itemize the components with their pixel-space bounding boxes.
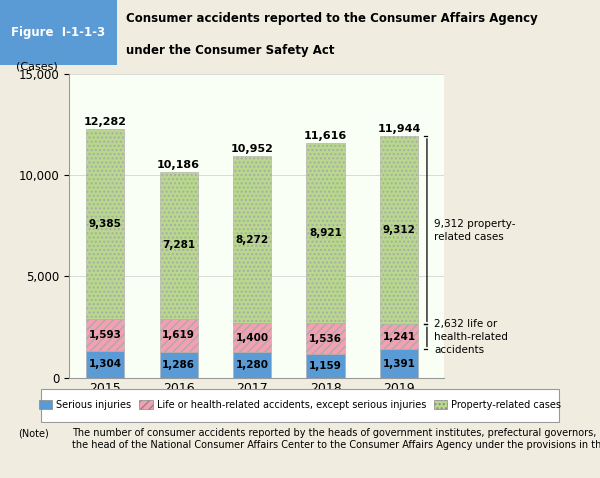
Text: Figure  I-1-1-3: Figure I-1-1-3 bbox=[11, 26, 105, 39]
Bar bbox=[307, 142, 344, 323]
Bar bbox=[160, 352, 198, 378]
Bar bbox=[86, 129, 124, 319]
Text: 11,944: 11,944 bbox=[377, 124, 421, 134]
Text: 10,952: 10,952 bbox=[230, 144, 274, 154]
Bar bbox=[233, 156, 271, 324]
Text: 7,281: 7,281 bbox=[162, 240, 195, 250]
Bar bbox=[0, 0, 117, 65]
Text: 8,272: 8,272 bbox=[236, 235, 269, 245]
Text: The number of consumer accidents reported by the heads of government institutes,: The number of consumer accidents reporte… bbox=[73, 428, 600, 450]
Text: 1,241: 1,241 bbox=[382, 332, 416, 342]
Legend: Serious injuries, Life or health-related accidents, except serious injuries, Pro: Serious injuries, Life or health-related… bbox=[37, 398, 563, 412]
Text: (Note): (Note) bbox=[18, 428, 49, 438]
Bar bbox=[160, 319, 198, 352]
Bar bbox=[380, 325, 418, 349]
Bar bbox=[307, 354, 344, 378]
Bar bbox=[86, 319, 124, 351]
Text: 11,616: 11,616 bbox=[304, 131, 347, 141]
Text: 1,159: 1,159 bbox=[309, 361, 342, 371]
Text: Consumer accidents reported to the Consumer Affairs Agency: Consumer accidents reported to the Consu… bbox=[126, 11, 538, 24]
Text: 1,400: 1,400 bbox=[236, 333, 269, 343]
Bar bbox=[160, 172, 198, 319]
Bar bbox=[307, 323, 344, 354]
Text: 1,536: 1,536 bbox=[309, 334, 342, 344]
Text: 9,312 property-
related cases: 9,312 property- related cases bbox=[434, 218, 516, 242]
Bar bbox=[380, 136, 418, 325]
Text: 8,921: 8,921 bbox=[309, 228, 342, 238]
Bar bbox=[380, 349, 418, 378]
Text: 1,619: 1,619 bbox=[162, 330, 195, 340]
Text: 12,282: 12,282 bbox=[83, 118, 127, 128]
Bar bbox=[86, 351, 124, 378]
Text: 1,280: 1,280 bbox=[236, 359, 269, 369]
Text: (Cases): (Cases) bbox=[16, 61, 58, 71]
Text: 9,385: 9,385 bbox=[89, 219, 122, 229]
Bar bbox=[233, 352, 271, 378]
Text: 10,186: 10,186 bbox=[157, 160, 200, 170]
Text: 1,304: 1,304 bbox=[89, 359, 122, 369]
Text: 1,391: 1,391 bbox=[383, 358, 415, 369]
Text: 2,632 life or
health-related
accidents: 2,632 life or health-related accidents bbox=[434, 319, 508, 355]
Text: 9,312: 9,312 bbox=[383, 225, 415, 235]
Bar bbox=[233, 324, 271, 352]
Text: 1,593: 1,593 bbox=[89, 330, 122, 340]
Text: under the Consumer Safety Act: under the Consumer Safety Act bbox=[126, 44, 335, 57]
Text: 1,286: 1,286 bbox=[162, 359, 195, 369]
